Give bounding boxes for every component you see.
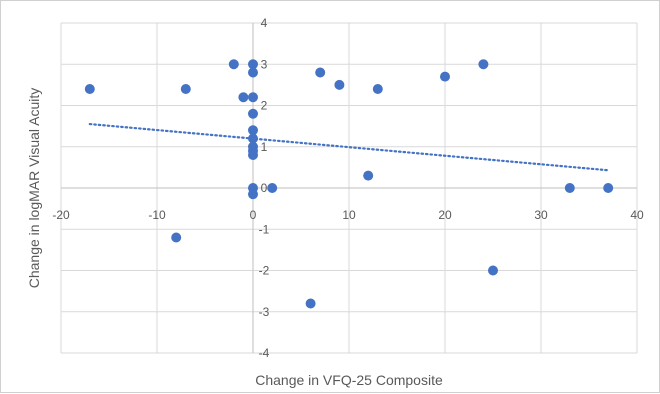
x-axis-title: Change in VFQ-25 Composite [255, 372, 443, 388]
data-point [228, 59, 239, 70]
data-point [248, 125, 258, 136]
data-point [248, 92, 258, 103]
data-point [171, 232, 182, 243]
data-point [248, 108, 258, 119]
x-tick-label: -10 [148, 208, 166, 222]
y-tick-label: 1 [261, 140, 268, 154]
data-point [305, 298, 316, 309]
data-point [372, 84, 383, 94]
data-point [603, 183, 614, 193]
x-tick-label: 40 [630, 208, 644, 222]
data-point [488, 265, 498, 276]
data-point [334, 79, 345, 90]
data-point [315, 67, 326, 78]
data-point [478, 59, 489, 70]
data-points [84, 59, 614, 309]
data-point [248, 67, 258, 78]
data-point [248, 189, 258, 200]
data-point [84, 84, 95, 94]
trendline-group [88, 122, 610, 172]
y-tick-label: 2 [261, 99, 268, 113]
data-point [363, 170, 374, 181]
y-tick-label: -1 [259, 222, 270, 236]
grid-lines [60, 22, 638, 354]
y-axis-title: Change in logMAR Visual Acuity [26, 88, 42, 289]
x-tick-label: 30 [534, 208, 548, 222]
x-tick-label: 10 [342, 208, 356, 222]
data-point [440, 71, 450, 82]
data-point [267, 183, 278, 193]
trendline [88, 122, 610, 172]
x-tick-label: 0 [250, 208, 257, 222]
data-point [248, 150, 258, 160]
y-tick-label: 0 [261, 181, 268, 195]
data-point [248, 59, 258, 70]
data-point [248, 133, 258, 144]
data-point [238, 92, 249, 103]
data-point [180, 84, 191, 94]
data-point [564, 183, 575, 193]
y-tick-label: -4 [259, 346, 270, 360]
x-tick-label: 20 [438, 208, 452, 222]
y-tick-label: -2 [259, 264, 270, 278]
y-tick-label: 3 [261, 57, 268, 71]
y-tick-label: 4 [261, 16, 268, 30]
y-tick-label: -3 [259, 305, 270, 319]
x-tick-label: -20 [52, 208, 70, 222]
